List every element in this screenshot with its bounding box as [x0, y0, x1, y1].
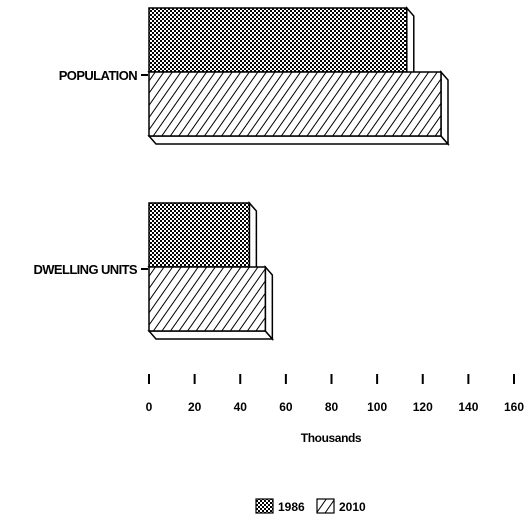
bar-dwelling-units-2010 — [147, 265, 274, 341]
bars-layer — [147, 6, 450, 341]
legend-swatch-1986 — [255, 498, 274, 514]
x-axis-title: Thousands — [301, 431, 362, 445]
x-tick-label-40: 40 — [234, 400, 248, 414]
bar-side-face — [264, 265, 274, 341]
bar-side-face — [248, 201, 258, 277]
x-axis: 0 20 40 60 80 100 120 140 160 — [146, 374, 524, 414]
x-tick-label-100: 100 — [367, 400, 387, 414]
x-tick-label-80: 80 — [325, 400, 339, 414]
bar-front-face — [148, 202, 251, 268]
bar-population-1986 — [147, 6, 416, 82]
legend-label-2010: 2010 — [339, 500, 366, 514]
category-label-dwelling-units: DWELLING UNITS — [33, 262, 137, 277]
bar-side-face — [406, 6, 415, 82]
legend: 1986 2010 — [255, 498, 366, 514]
x-tick-label-160: 160 — [504, 400, 524, 414]
bar-side-face — [440, 70, 449, 146]
x-tick-label-20: 20 — [188, 400, 202, 414]
x-tick-label-120: 120 — [413, 400, 433, 414]
bar-population-2010 — [147, 70, 450, 146]
legend-label-1986: 1986 — [278, 500, 305, 514]
bar-front-face — [148, 71, 442, 137]
bar-dwelling-units-1986 — [147, 201, 259, 277]
bar-bottom-face — [147, 330, 274, 340]
x-tick-label-60: 60 — [279, 400, 293, 414]
legend-swatch-2010 — [316, 498, 335, 514]
category-label-population: POPULATION — [59, 68, 137, 83]
bar-front-face — [148, 7, 408, 73]
bar-bottom-face — [147, 135, 450, 145]
x-tick-label-0: 0 — [146, 400, 153, 414]
bar-front-face — [148, 266, 267, 332]
category-labels: POPULATION DWELLING UNITS — [33, 68, 138, 277]
x-tick-label-140: 140 — [458, 400, 478, 414]
